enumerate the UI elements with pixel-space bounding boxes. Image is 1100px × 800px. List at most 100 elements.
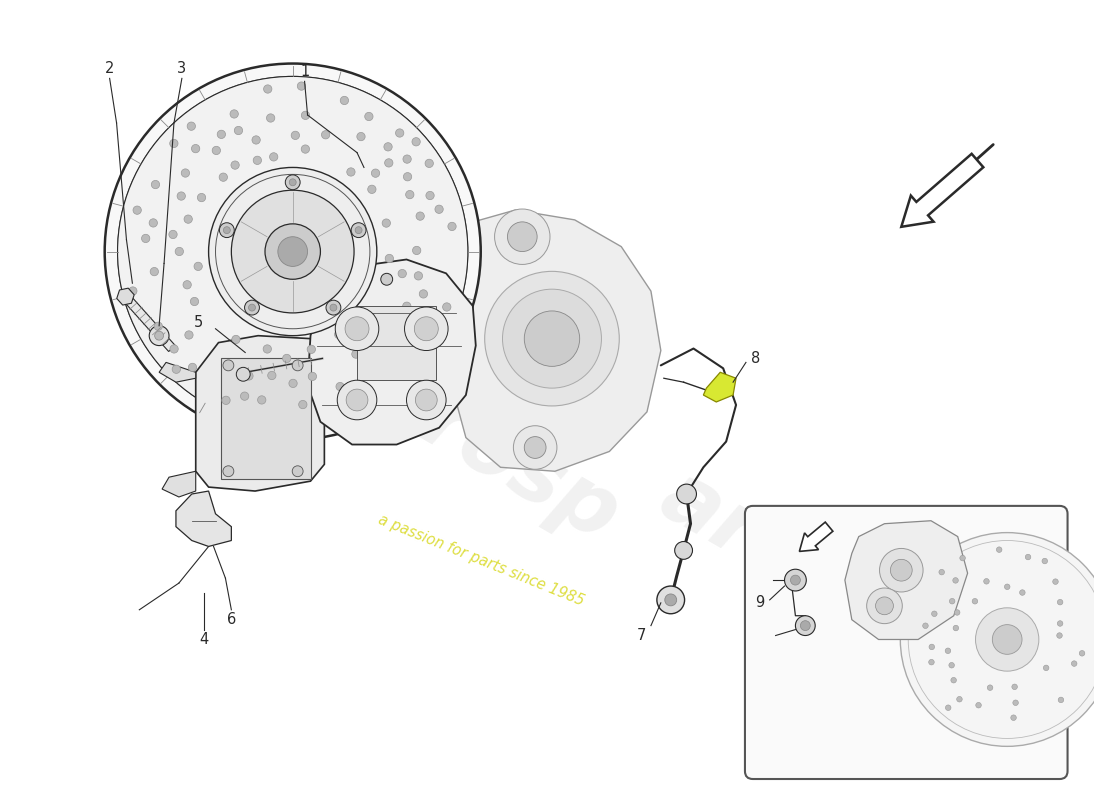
Text: 6: 6 [227, 612, 236, 627]
Circle shape [190, 298, 199, 306]
Circle shape [419, 290, 428, 298]
Circle shape [955, 610, 960, 615]
Circle shape [657, 586, 684, 614]
Circle shape [676, 484, 696, 504]
Circle shape [412, 246, 421, 254]
Circle shape [412, 138, 420, 146]
Polygon shape [196, 336, 324, 491]
Circle shape [212, 146, 220, 154]
Circle shape [923, 623, 928, 629]
Circle shape [928, 659, 934, 665]
Circle shape [321, 130, 330, 139]
Circle shape [972, 598, 978, 604]
Circle shape [930, 644, 935, 650]
Circle shape [1058, 697, 1064, 702]
Circle shape [219, 173, 228, 182]
Circle shape [382, 219, 390, 227]
Circle shape [264, 85, 272, 93]
Circle shape [876, 597, 893, 614]
Circle shape [367, 185, 376, 194]
Circle shape [997, 547, 1002, 553]
Circle shape [674, 542, 693, 559]
Circle shape [232, 335, 240, 344]
Circle shape [365, 112, 373, 121]
Circle shape [976, 702, 981, 708]
Circle shape [403, 302, 411, 310]
Circle shape [949, 662, 955, 668]
Polygon shape [419, 293, 453, 316]
Circle shape [356, 133, 365, 141]
Text: 1: 1 [300, 64, 309, 79]
Circle shape [406, 190, 414, 198]
Circle shape [292, 131, 299, 139]
Circle shape [191, 145, 200, 153]
Circle shape [1053, 579, 1058, 585]
Text: rosp: rosp [407, 380, 634, 559]
Circle shape [187, 122, 196, 130]
Circle shape [1025, 554, 1031, 560]
Circle shape [297, 82, 306, 90]
Circle shape [266, 114, 275, 122]
Circle shape [209, 167, 377, 336]
Circle shape [278, 237, 308, 266]
Circle shape [384, 142, 393, 151]
Polygon shape [221, 358, 310, 479]
Circle shape [336, 307, 378, 350]
Circle shape [301, 145, 309, 154]
Circle shape [241, 392, 249, 400]
Polygon shape [453, 210, 661, 471]
Circle shape [434, 205, 443, 214]
Circle shape [151, 267, 158, 276]
Circle shape [352, 350, 360, 358]
Circle shape [425, 159, 433, 167]
Circle shape [801, 621, 811, 630]
Circle shape [129, 287, 138, 295]
Circle shape [388, 359, 397, 367]
Circle shape [223, 360, 234, 371]
Circle shape [336, 382, 344, 390]
Text: ares: ares [646, 455, 870, 632]
Circle shape [1071, 661, 1077, 666]
Circle shape [175, 247, 184, 256]
Circle shape [252, 136, 261, 144]
Circle shape [957, 697, 962, 702]
Circle shape [222, 396, 230, 405]
Circle shape [244, 300, 260, 315]
Circle shape [664, 594, 676, 606]
Circle shape [890, 559, 912, 581]
Circle shape [1012, 684, 1018, 690]
Circle shape [289, 379, 297, 387]
Text: a passion for parts since 1985: a passion for parts since 1985 [375, 512, 586, 609]
Circle shape [949, 598, 955, 604]
Circle shape [346, 389, 367, 411]
Circle shape [173, 365, 180, 374]
FancyBboxPatch shape [745, 506, 1068, 779]
Circle shape [416, 389, 437, 411]
Polygon shape [358, 306, 437, 380]
Circle shape [177, 192, 186, 200]
Polygon shape [845, 521, 968, 639]
Circle shape [169, 230, 177, 238]
Text: 8: 8 [751, 351, 760, 366]
Circle shape [308, 372, 317, 381]
Circle shape [1057, 633, 1063, 638]
Text: eu: eu [210, 329, 355, 461]
Circle shape [405, 307, 448, 350]
Circle shape [104, 63, 481, 439]
Circle shape [358, 316, 365, 324]
Circle shape [338, 380, 377, 420]
Circle shape [155, 331, 164, 340]
Circle shape [326, 300, 341, 315]
Circle shape [983, 578, 989, 584]
Circle shape [293, 466, 304, 477]
Circle shape [495, 209, 550, 265]
Circle shape [945, 705, 952, 710]
Circle shape [448, 222, 456, 230]
Circle shape [223, 226, 230, 234]
Circle shape [426, 191, 434, 200]
Circle shape [364, 389, 373, 397]
Circle shape [293, 360, 304, 371]
Polygon shape [126, 298, 175, 351]
Circle shape [265, 224, 320, 279]
Circle shape [249, 304, 255, 311]
